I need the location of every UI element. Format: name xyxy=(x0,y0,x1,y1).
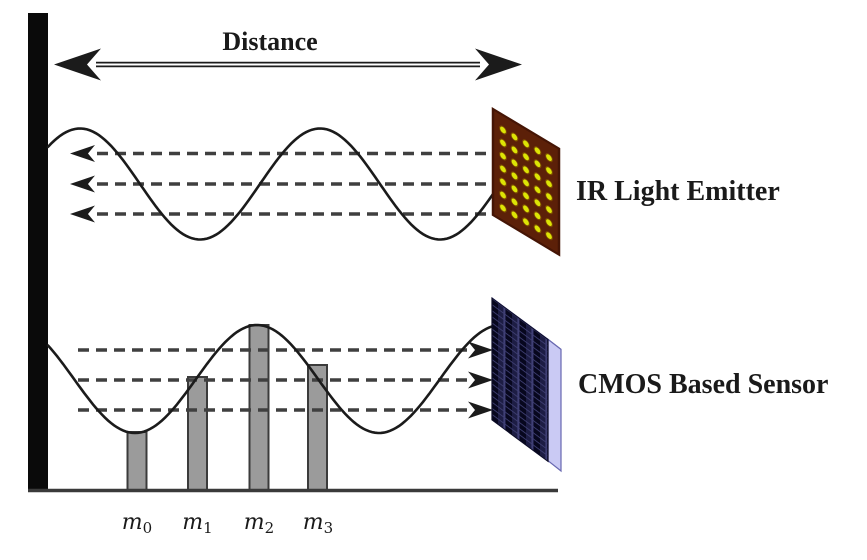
emitted-wave xyxy=(46,127,497,241)
led-dot-icon xyxy=(510,132,519,142)
led-dot-icon xyxy=(499,151,507,161)
reference-wall xyxy=(28,13,48,492)
right-arrowhead-icon xyxy=(468,371,493,389)
distance-label: Distance xyxy=(222,27,317,56)
right-arrowhead-icon xyxy=(475,48,522,81)
led-dot-icon xyxy=(522,165,530,175)
led-dot-icon xyxy=(499,203,507,213)
led-dot-icon xyxy=(545,231,553,241)
led-dot-grid xyxy=(499,125,553,241)
right-arrowhead-icon xyxy=(468,401,493,419)
left-arrowhead-icon xyxy=(70,175,95,193)
received-wave xyxy=(46,323,494,435)
led-dot-icon xyxy=(533,224,542,234)
left-arrowhead-icon xyxy=(54,48,101,81)
led-dot-icon xyxy=(510,171,519,181)
led-dot-icon xyxy=(533,185,542,195)
right-arrowhead-icon xyxy=(468,341,493,359)
led-dot-icon xyxy=(510,158,519,168)
led-dot-icon xyxy=(522,178,530,188)
sample-label-m1: m1 xyxy=(182,510,212,537)
led-dot-icon xyxy=(522,217,530,227)
led-dot-icon xyxy=(510,184,519,194)
left-arrowhead-icon xyxy=(70,205,95,223)
led-dot-icon xyxy=(545,205,553,215)
led-dot-icon xyxy=(533,198,542,208)
led-dot-icon xyxy=(522,191,530,201)
left-arrowhead-icon xyxy=(70,145,95,162)
led-dot-icon xyxy=(499,125,507,135)
led-dot-icon xyxy=(510,197,519,207)
emitted-ray-lines xyxy=(70,145,492,223)
received-ray-lines xyxy=(78,341,493,419)
led-dot-icon xyxy=(499,164,507,174)
led-dot-icon xyxy=(522,204,530,214)
led-dot-icon xyxy=(533,159,542,169)
sample-bars xyxy=(126,324,328,491)
led-dot-icon xyxy=(499,177,507,187)
led-dot-icon xyxy=(545,179,553,189)
sensor-pixel-array xyxy=(491,296,549,463)
sensor-side-face xyxy=(547,338,562,473)
sample-label-m2: m2 xyxy=(244,510,274,537)
led-dot-icon xyxy=(499,138,507,148)
led-dot-icon xyxy=(545,166,553,176)
led-dot-icon xyxy=(545,192,553,202)
led-dot-icon xyxy=(545,218,553,228)
led-dot-icon xyxy=(545,153,553,163)
cmos-sensor-block xyxy=(491,296,562,473)
led-dot-icon xyxy=(533,146,542,156)
sample-bar xyxy=(187,376,208,491)
sensor-label: CMOS Based Sensor xyxy=(578,369,828,400)
ir-emitter-panel xyxy=(491,106,561,257)
sample-labels: m0 m1 m2 m3 xyxy=(122,510,333,537)
led-dot-icon xyxy=(510,145,519,155)
led-dot-icon xyxy=(499,190,507,200)
led-dot-icon xyxy=(510,210,519,220)
led-dot-icon xyxy=(533,172,542,182)
distance-arrow xyxy=(54,48,522,81)
sample-label-m3: m3 xyxy=(303,510,333,537)
led-dot-icon xyxy=(522,152,530,162)
sample-label-m0: m0 xyxy=(122,510,152,537)
sample-bar xyxy=(126,431,148,491)
emitter-label: IR Light Emitter xyxy=(576,176,780,207)
sample-bar xyxy=(307,364,328,491)
led-dot-icon xyxy=(522,139,530,149)
led-dot-icon xyxy=(533,211,542,221)
